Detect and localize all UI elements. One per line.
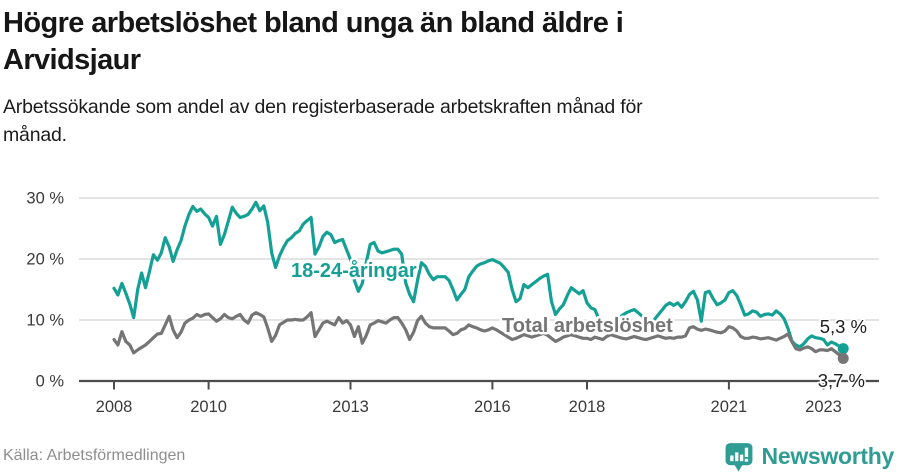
y-tick-label-0: 0 % (36, 373, 65, 391)
x-tick-label-2008: 2008 (96, 398, 133, 416)
x-tick-label-2016: 2016 (474, 398, 511, 416)
y-tick-label-20: 20 % (26, 251, 64, 269)
x-tick-label-2013: 2013 (332, 398, 369, 416)
newsworthy-logo-icon (725, 442, 752, 471)
y-tick-label-30: 30 % (26, 190, 64, 208)
chart-subtitle: Arbetssökande som andel av den registerb… (3, 93, 863, 149)
series-line-youth (112, 200, 845, 351)
page-title-line-1: Högre arbetslöshet bland unga än bland ä… (3, 7, 624, 39)
x-tick-label-2023: 2023 (805, 398, 842, 416)
end-value-label-total: 3,7 % (818, 370, 865, 391)
page-title: Högre arbetslöshet bland unga än bland ä… (3, 5, 863, 79)
newsworthy-logo-text: Newsworthy (761, 442, 895, 469)
end-dot-total (837, 352, 849, 364)
y-tick-label-10: 10 % (26, 312, 64, 330)
series-label-total: Total arbetslöshet (502, 315, 673, 337)
chart-subtitle-line-2: månad. (3, 124, 67, 146)
x-tick-label-2018: 2018 (569, 398, 606, 416)
newsworthy-logo[interactable]: Newsworthy (723, 440, 894, 472)
x-tick-label-2021: 2021 (711, 398, 748, 416)
end-value-label-youth: 5,3 % (820, 316, 867, 337)
x-tick-label-2010: 2010 (190, 398, 227, 416)
page-title-line-2: Arvidsjaur (3, 44, 141, 76)
series-line-total (112, 311, 845, 360)
source-note: Källa: Arbetsförmedlingen (3, 447, 186, 464)
chart-subtitle-line-1: Arbetssökande som andel av den registerb… (3, 96, 643, 118)
end-dot-youth (837, 343, 849, 355)
series-label-youth: 18-24-åringar (291, 259, 417, 282)
